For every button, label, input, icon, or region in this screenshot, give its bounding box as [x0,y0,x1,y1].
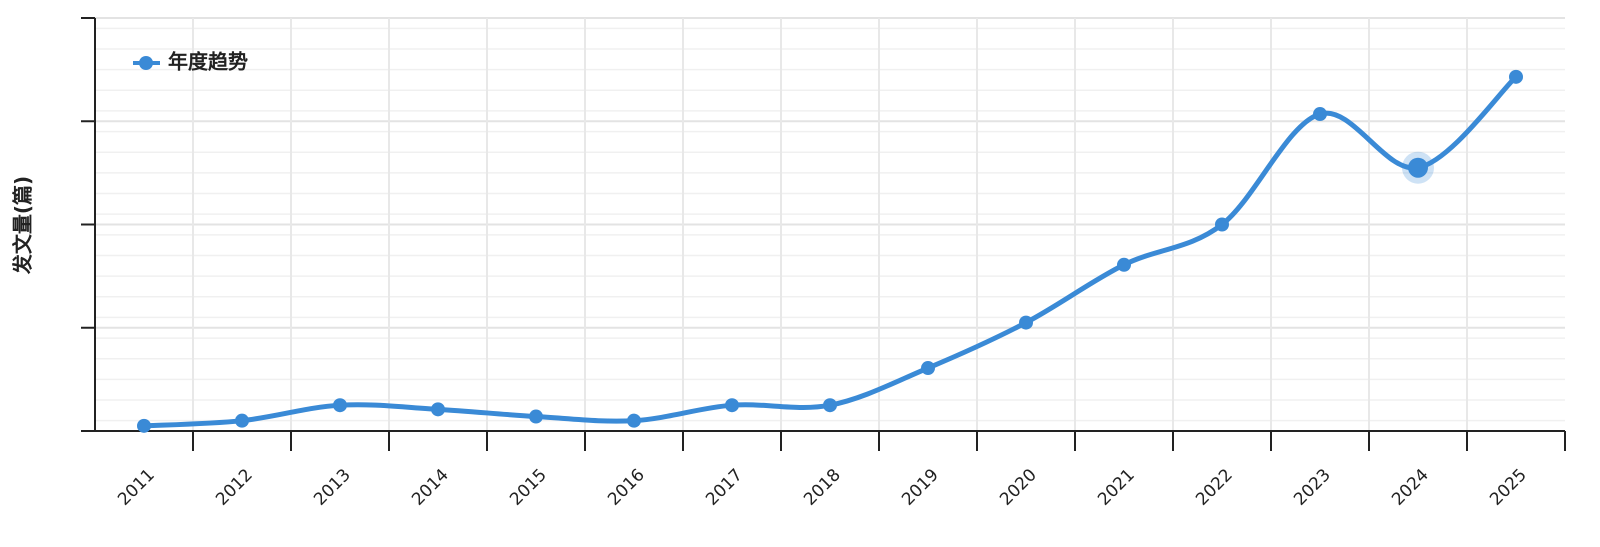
series-line [143,75,1518,429]
x-tick-label: 2021 [1094,465,1139,510]
x-tick-label: 2016 [604,465,649,510]
point [1019,315,1033,330]
x-tick-label: 2011 [114,465,159,510]
y-axis-title: 发文量(篇) [11,176,35,275]
point [725,398,739,413]
point [333,398,347,413]
point [1215,217,1229,232]
x-tick-label: 2017 [702,465,747,510]
x-tick-label: 2022 [1192,465,1237,510]
x-tick-label: 2020 [996,465,1041,510]
legend-marker [139,56,153,70]
x-tick-label: 2014 [408,465,453,510]
point [823,398,837,413]
x-tick-label: 2023 [1290,465,1335,510]
point [1408,157,1428,178]
x-tick-label: 2024 [1388,465,1433,510]
x-tick-label: 2015 [506,465,551,510]
point [1509,69,1523,84]
point [921,361,935,376]
point [1117,257,1131,272]
point [627,413,641,428]
x-tick-label: 2013 [310,465,355,510]
legend-label: 年度趋势 [168,50,248,74]
x-tick-label: 2012 [212,465,257,510]
x-tick-label: 2025 [1486,465,1531,510]
point [529,409,543,424]
x-tick-label: 2018 [800,465,845,510]
point [1313,107,1327,122]
x-tick-label: 2019 [898,465,943,510]
point [431,402,445,417]
point [137,418,151,433]
point [235,413,249,428]
